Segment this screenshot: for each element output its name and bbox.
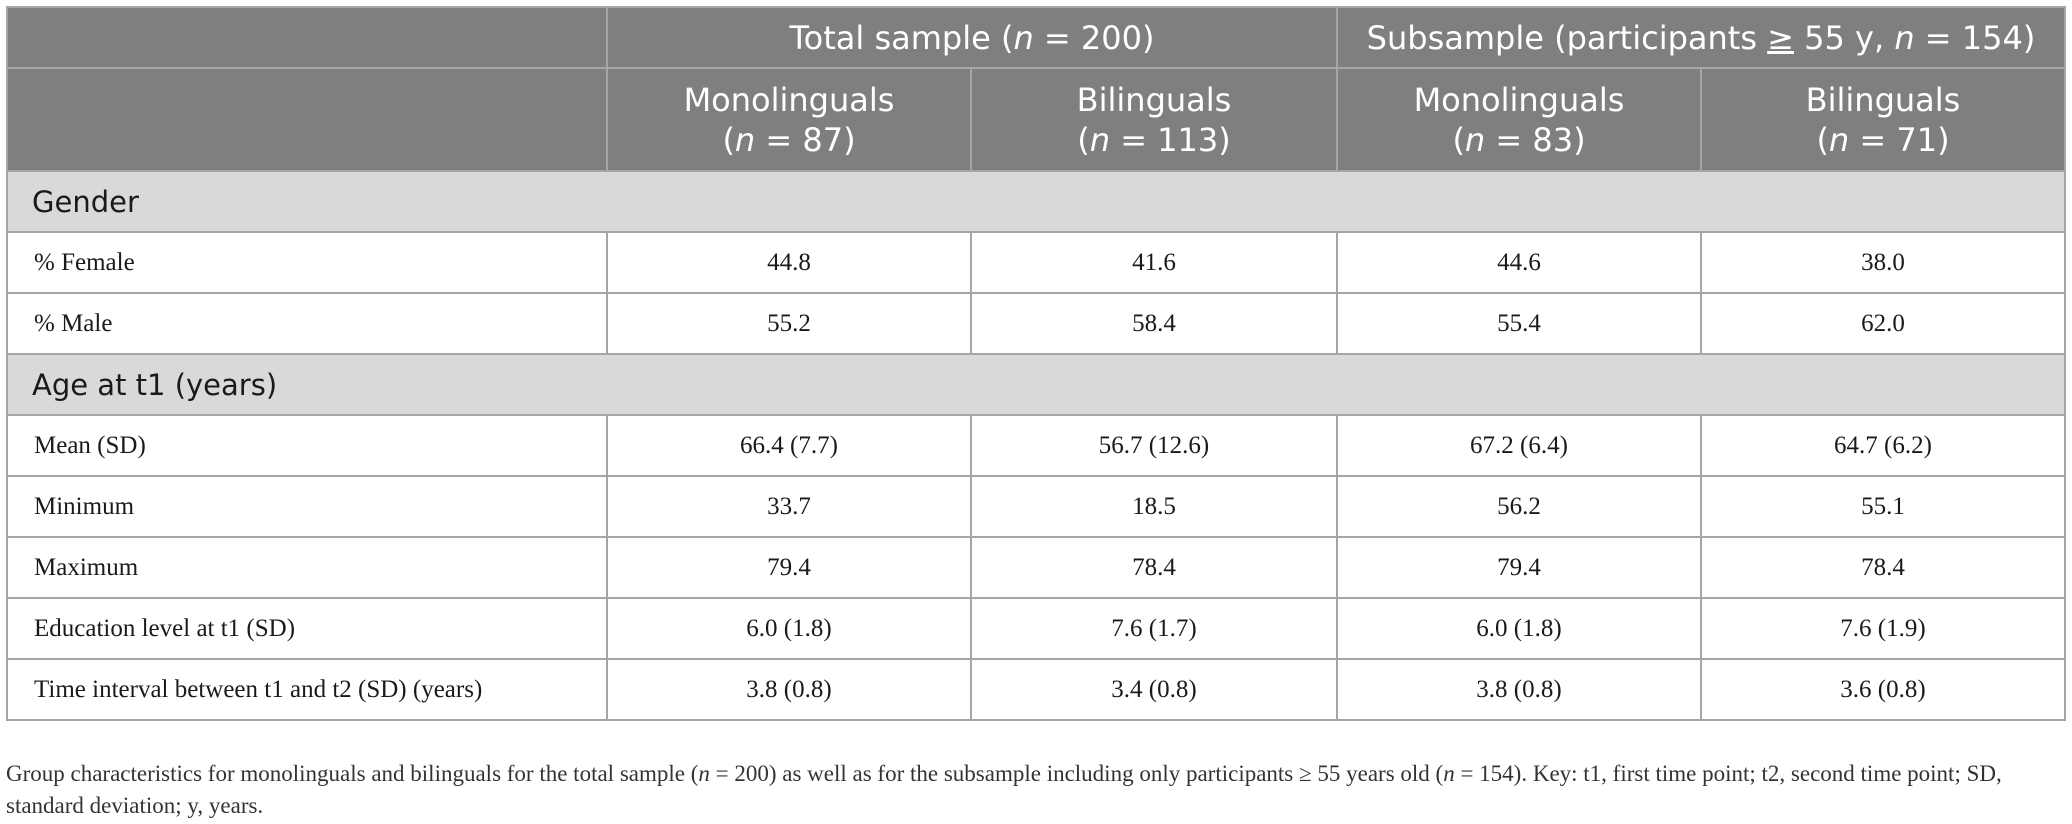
table-cell: 79.4 [606,536,972,599]
n-symbol: n [1894,18,1915,57]
n-symbol: n [734,120,756,159]
column-n: = 83) [1485,120,1586,159]
table-row-interval: Time interval between t1 and t2 (SD) (ye… [6,658,2066,721]
header-row-columns: Monolinguals (n = 87) Bilinguals (n = 113)… [6,67,2066,172]
row-label: % Female [6,231,608,294]
table-cell: 78.4 [970,536,1338,599]
table-row-female: % Female 44.8 41.6 44.6 38.0 [6,231,2066,294]
table-cell: 64.7 (6.2) [1700,414,2066,477]
table-cell: 62.0 [1700,292,2066,355]
table-row-male: % Male 55.2 58.4 55.4 62.0 [6,292,2066,355]
header-col-total-mono: Monolinguals (n = 87) [606,67,972,172]
row-label: Time interval between t1 and t2 (SD) (ye… [6,658,608,721]
table-cell: 3.4 (0.8) [970,658,1338,721]
row-label: Minimum [6,475,608,538]
table-cell: 3.8 (0.8) [606,658,972,721]
group-characteristics-table: Total sample (n = 200) Subsample (partic… [6,6,2066,721]
table-cell: 6.0 (1.8) [1336,597,1702,660]
table-cell: 44.8 [606,231,972,294]
column-label: Bilinguals [1805,80,1961,119]
footnote-text: = 154). Key: t1, first time point; t2, s… [6,761,2002,818]
table-cell: 66.4 (7.7) [606,414,972,477]
footnote-text: = 200) as well as for the subsample incl… [709,761,1444,786]
header-text: = 200) [1033,18,1155,57]
table-container: Total sample (n = 200) Subsample (partic… [6,6,2066,721]
n-symbol: n [1013,18,1034,57]
table-cell: 7.6 (1.9) [1700,597,2066,660]
header-total-sample: Total sample (n = 200) [606,6,1338,69]
table-cell: 58.4 [970,292,1338,355]
column-label: Monolinguals [683,80,895,119]
header-text: Subsample (participants [1366,18,1768,57]
row-label: Maximum [6,536,608,599]
table-cell: 78.4 [1700,536,2066,599]
table-cell: 18.5 [970,475,1338,538]
section-label: Age at t1 (years) [6,353,2066,416]
header-text: Total sample ( [789,18,1014,57]
n-symbol: n [1089,120,1111,159]
table-row-mean: Mean (SD) 66.4 (7.7) 56.7 (12.6) 67.2 (6… [6,414,2066,477]
n-symbol: n [1828,120,1850,159]
table-cell: 55.1 [1700,475,2066,538]
header-row-groups: Total sample (n = 200) Subsample (partic… [6,6,2066,69]
table-cell: 56.7 (12.6) [970,414,1338,477]
table-footnote: Group characteristics for monolinguals a… [6,758,2064,822]
section-row-gender: Gender [6,170,2066,233]
header-col-sub-bi: Bilinguals (n = 71) [1700,67,2066,172]
header-col-sub-mono: Monolinguals (n = 83) [1336,67,1702,172]
section-label: Gender [6,170,2066,233]
row-label: Mean (SD) [6,414,608,477]
table-body: Gender % Female 44.8 41.6 44.6 38.0 % Ma… [6,170,2066,721]
header-subsample: Subsample (participants ≥ 55 y, n = 154) [1336,6,2066,69]
header-empty-bottom [6,67,608,172]
table-cell: 38.0 [1700,231,2066,294]
header-col-total-bi: Bilinguals (n = 113) [970,67,1338,172]
row-label: Education level at t1 (SD) [6,597,608,660]
column-n: = 113) [1110,120,1231,159]
n-symbol: n [1464,120,1486,159]
column-n: = 87) [755,120,856,159]
section-row-age: Age at t1 (years) [6,353,2066,416]
table-header: Total sample (n = 200) Subsample (partic… [6,6,2066,172]
table-row-minimum: Minimum 33.7 18.5 56.2 55.1 [6,475,2066,538]
ge-symbol: ≥ [1767,18,1794,57]
table-cell: 55.4 [1336,292,1702,355]
column-label: Monolinguals [1413,80,1625,119]
table-cell: 7.6 (1.7) [970,597,1338,660]
column-label: Bilinguals [1076,80,1232,119]
table-row-education: Education level at t1 (SD) 6.0 (1.8) 7.6… [6,597,2066,660]
table-cell: 67.2 (6.4) [1336,414,1702,477]
n-symbol: n [1443,761,1455,786]
n-symbol: n [698,761,710,786]
table-cell: 55.2 [606,292,972,355]
table-cell: 79.4 [1336,536,1702,599]
column-n: = 71) [1849,120,1950,159]
table-cell: 3.8 (0.8) [1336,658,1702,721]
footnote-text: Group characteristics for monolinguals a… [6,761,699,786]
table-row-maximum: Maximum 79.4 78.4 79.4 78.4 [6,536,2066,599]
header-empty-top [6,6,608,69]
row-label: % Male [6,292,608,355]
table-cell: 3.6 (0.8) [1700,658,2066,721]
header-text: 55 y, [1793,18,1895,57]
table-cell: 6.0 (1.8) [606,597,972,660]
table-cell: 33.7 [606,475,972,538]
table-cell: 41.6 [970,231,1338,294]
table-cell: 56.2 [1336,475,1702,538]
header-text: = 154) [1914,18,2036,57]
table-cell: 44.6 [1336,231,1702,294]
